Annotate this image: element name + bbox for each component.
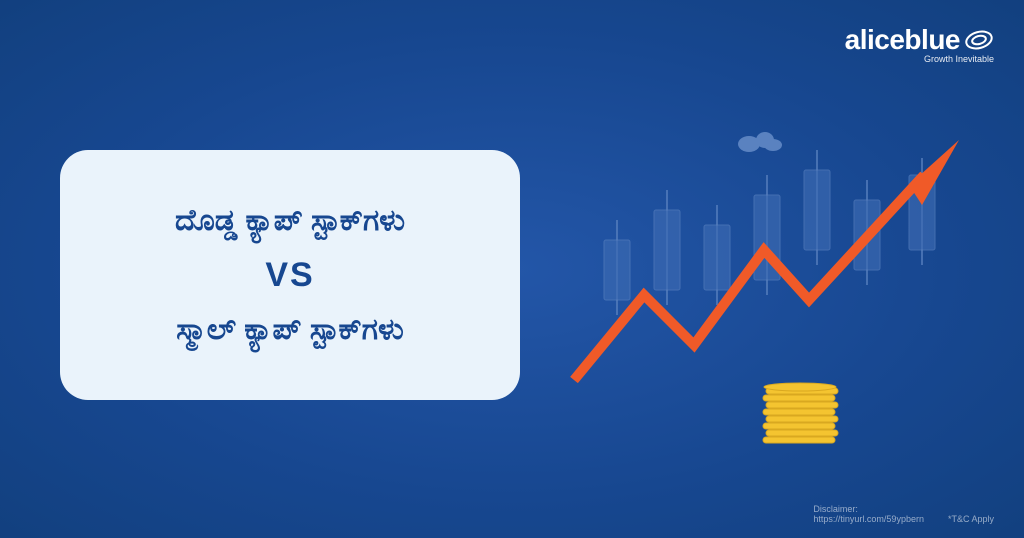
cloud-icon	[738, 132, 782, 152]
logo-tagline: Growth Inevitable	[845, 54, 994, 64]
chart-illustration	[564, 120, 984, 460]
title-line-1: ದೊಡ್ಡ ಕ್ಯಾಪ್ ಸ್ಟಾಕ್‌ಗಳು	[175, 204, 405, 238]
candlestick	[804, 150, 830, 265]
logo-swirl-icon	[964, 28, 994, 52]
disclaimer-label: Disclaimer:	[813, 504, 924, 514]
title-card: ದೊಡ್ಡ ಕ್ಯಾಪ್ ಸ್ಟಾಕ್‌ಗಳು VS ಸ್ಮಾಲ್ ಕ್ಯಾಪ್…	[60, 150, 520, 400]
candlestick	[654, 190, 680, 305]
coin-stack-icon	[763, 383, 838, 443]
candlestick	[754, 175, 780, 295]
title-line-2: ಸ್ಮಾಲ್ ಕ್ಯಾಪ್ ಸ್ಟಾಕ್‌ಗಳು	[176, 313, 404, 347]
title-vs: VS	[265, 256, 314, 295]
disclaimer-link: https://tinyurl.com/59ypbern	[813, 514, 924, 524]
logo-text: aliceblue	[845, 24, 960, 56]
brand-logo: aliceblue Growth Inevitable	[845, 24, 994, 64]
disclaimer: Disclaimer: https://tinyurl.com/59ypbern…	[813, 504, 994, 524]
disclaimer-terms: *T&C Apply	[948, 514, 994, 524]
candlestick	[704, 205, 730, 305]
candlestick	[604, 220, 630, 315]
